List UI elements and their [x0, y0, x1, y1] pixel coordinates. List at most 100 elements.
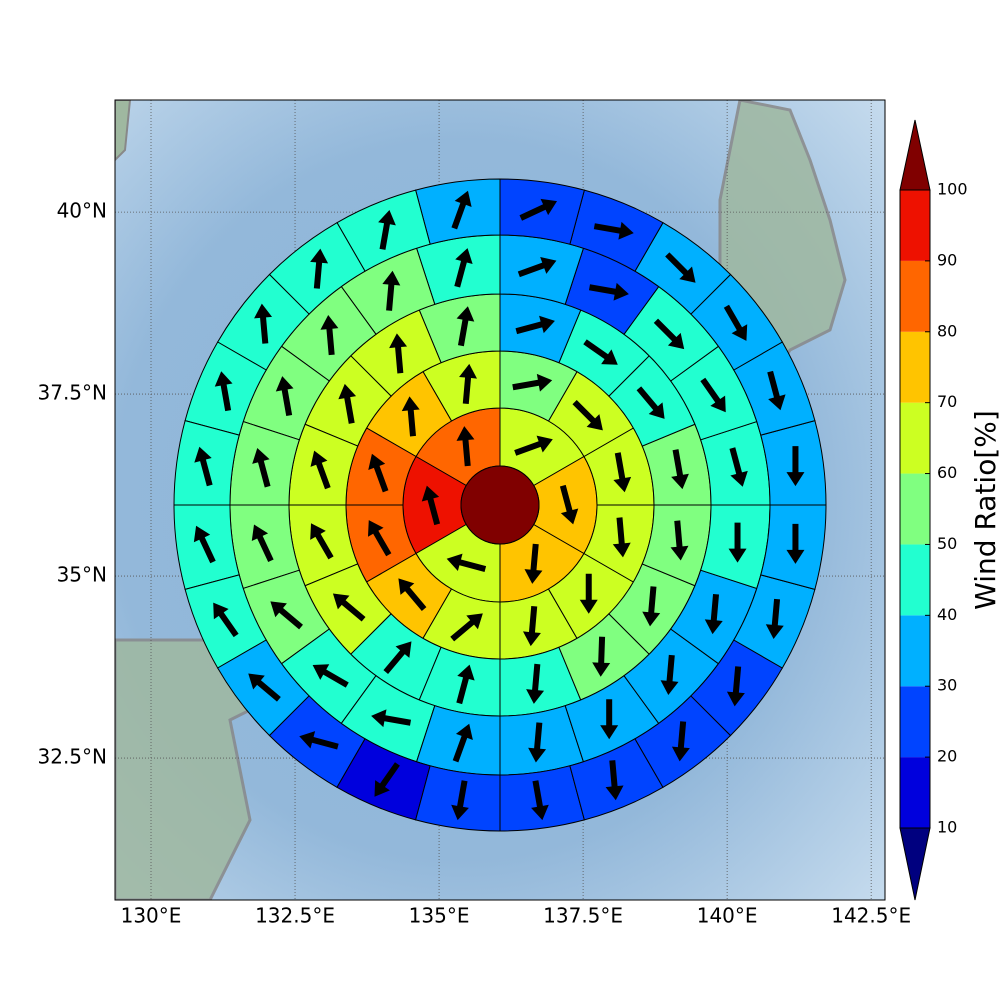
wind-arrow [726, 666, 745, 707]
colorbar-segment [900, 402, 930, 474]
wind-arrow [251, 524, 274, 563]
wind-arrow [378, 209, 396, 250]
wind-arrow [452, 723, 473, 763]
wind-arrow [194, 446, 213, 487]
wind-arrow [786, 523, 805, 564]
wind-arrow [270, 601, 303, 630]
wind-arrow [636, 386, 665, 419]
colorbar-segment [900, 190, 930, 261]
y-tick-label: 37.5°N [38, 381, 108, 405]
y-tick-label: 32.5°N [38, 745, 108, 769]
x-tick-label: 132.5°E [255, 904, 335, 928]
wind-arrow [700, 377, 726, 413]
wind-arrow [526, 663, 545, 704]
wind-arrow [310, 450, 331, 490]
wind-arrow [389, 333, 408, 374]
colorbar-tick-label: 70 [937, 392, 957, 411]
ticks: 130°E 132.5°E 135°E 137.5°E 140°E 142.5°E 32.5… [38, 199, 912, 928]
wind-arrow [398, 578, 427, 611]
colorbar-tick-label: 10 [937, 818, 957, 837]
wind-arrow [767, 370, 786, 411]
colorbar-segment [900, 473, 930, 545]
wind-arrow [593, 221, 634, 240]
wind-arrow [254, 303, 273, 344]
wind-arrow [592, 636, 611, 677]
wind-arrow [531, 780, 549, 821]
wind-arrow [446, 553, 487, 572]
wind-arrow [454, 248, 473, 288]
wind-arrow [310, 523, 334, 560]
wind-arrow [310, 248, 329, 289]
map-frame [114, 99, 886, 901]
wind-arrow [653, 318, 685, 350]
wind-arrow [729, 447, 748, 487]
wind-arrow [579, 573, 598, 614]
colorbar-segment [900, 615, 930, 687]
wind-arrow [332, 593, 366, 622]
wind-arrow [421, 485, 441, 526]
wind-arrow [517, 256, 557, 278]
sector [499, 765, 585, 832]
wind-arrow [451, 780, 469, 821]
colorbar-tick-label: 100 [937, 180, 968, 199]
colorbar-extend-top [899, 119, 931, 191]
wind-arrow [374, 762, 400, 797]
wind-arrow [583, 339, 618, 365]
x-tick-label: 140°E [697, 904, 758, 928]
wind-arrow [765, 598, 784, 639]
wind-arrow [612, 517, 631, 558]
wind-arrow [213, 602, 239, 638]
colorbar-tick-label: 90 [937, 250, 957, 269]
wind-arrow [214, 371, 233, 412]
x-tick-label: 135°E [409, 904, 470, 928]
center-cell [460, 465, 540, 545]
wind-arrow [368, 453, 389, 493]
wind-arrow [456, 306, 475, 347]
wind-arrow [671, 449, 689, 490]
wind-arrow [275, 376, 294, 417]
wind-arrow [515, 315, 555, 335]
wind-arrow [312, 664, 349, 688]
colorbar-label: Wind Ratio[%] [969, 410, 1000, 610]
wind-arrow [600, 699, 619, 740]
x-tick-label: 137.5°E [543, 904, 623, 928]
y-tick-label: 40°N [57, 199, 107, 223]
wind-arrow [671, 721, 690, 762]
wind-arrow [642, 586, 661, 627]
wind-arrow [519, 198, 558, 221]
wind-arrow [367, 520, 392, 557]
colorbar-tick-label: 60 [937, 463, 957, 482]
wind-arrow [572, 399, 603, 431]
colorbar: 10 20 30 40 50 60 70 80 90 100 [899, 119, 968, 901]
wind-arrow [559, 484, 579, 525]
wind-arrow [382, 270, 401, 311]
wind-arrow [786, 446, 805, 487]
colorbar-segment [900, 331, 930, 403]
wind-arrow [338, 383, 357, 424]
wind-arrow [451, 190, 472, 230]
wind-arrow [383, 641, 412, 674]
wind-arrow [456, 664, 475, 705]
wind-arrow [371, 709, 412, 728]
wind-arrow [299, 731, 339, 750]
colorbar-segment [900, 260, 930, 332]
sector [499, 178, 585, 245]
wind-arrow [450, 613, 483, 642]
colorbar-extend-bottom [899, 827, 931, 901]
y-tick-label: 35°N [57, 563, 107, 587]
wind-arrow [670, 520, 689, 561]
colorbar-segment [900, 544, 930, 616]
wind-arrow [320, 315, 339, 356]
wind-arrow [193, 525, 216, 564]
colorbar-frame [899, 189, 931, 829]
sector [415, 765, 501, 832]
wind-arrow [252, 448, 271, 488]
x-tick-label: 130°E [121, 904, 182, 928]
wind-arrow [588, 282, 629, 301]
sectors [173, 178, 827, 832]
wind-arrow [613, 452, 632, 493]
wind-arrow [524, 543, 543, 584]
wind-arrow [248, 673, 281, 702]
colorbar-tick-label: 80 [937, 321, 957, 340]
